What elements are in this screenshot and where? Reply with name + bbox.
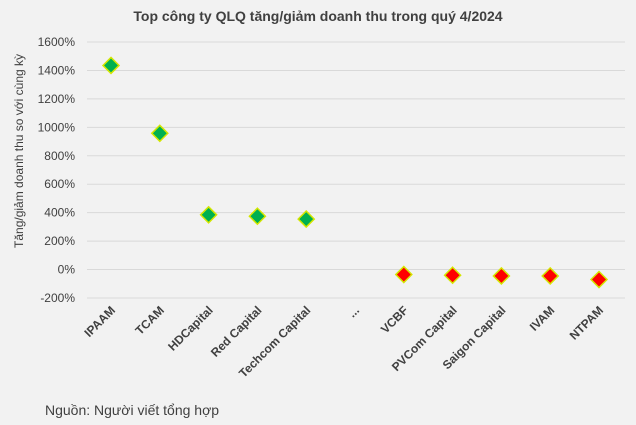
data-point [199,205,218,224]
data-point [589,270,609,289]
y-axis-ticks: -200% 0% 200% 400% 600% 800% 1000% 1200% 1400% 16… [38,35,76,305]
x-tick-label: IPAAM [82,303,119,340]
y-tick-label: 800% [44,149,75,163]
x-tick-label: NTPAM [567,303,606,342]
y-tick-label: 400% [44,206,75,220]
y-tick-label: 600% [44,177,75,191]
data-point [541,266,560,286]
data-point [101,56,121,75]
y-tick-label: 1600% [38,35,76,49]
y-tick-label: 1000% [38,120,76,134]
y-tick-label: -200% [40,291,75,305]
data-point [492,266,511,286]
data-point [150,124,169,143]
chart-title: Top công ty QLQ tăng/giảm doanh thu tron… [133,8,502,24]
x-tick-label: IVAM [527,303,557,333]
source-note: Nguồn: Người viết tổng hợp [45,402,219,418]
y-tick-label: 200% [44,234,75,248]
y-axis-label: Tăng/giảm doanh thu so với cùng kỳ [12,54,26,248]
y-tick-label: 0% [58,263,76,277]
y-tick-label: 1200% [38,92,76,106]
data-point [443,266,462,285]
data-point [394,265,413,284]
data-point [297,210,316,229]
y-tick-label: 1400% [38,63,76,77]
x-tick-label: HDCapital [165,303,215,353]
x-tick-label: VCBF [378,303,411,336]
data-point [248,207,267,226]
x-tick-label: ... [345,303,362,320]
x-tick-label: TCAM [133,303,167,337]
gridlines [87,41,625,299]
data-points [101,56,609,289]
